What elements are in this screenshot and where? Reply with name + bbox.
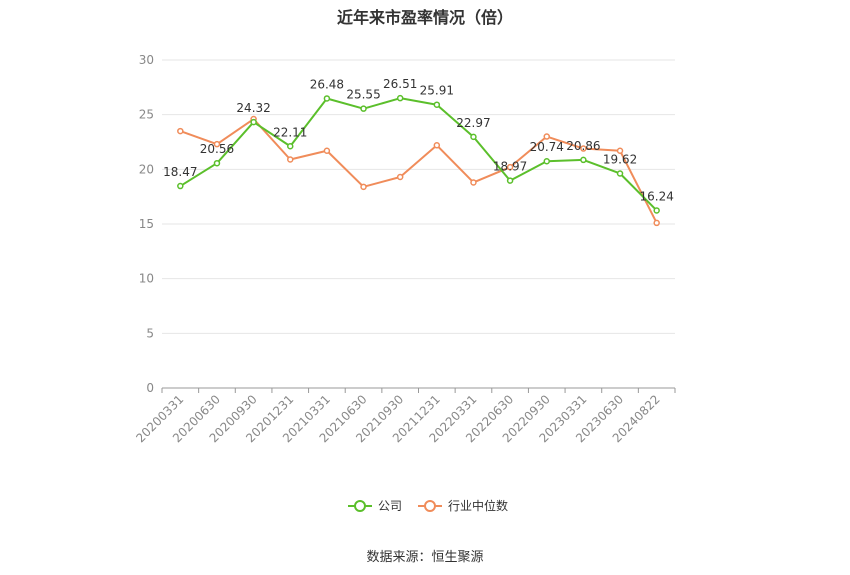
legend-label: 公司 bbox=[378, 499, 402, 513]
series-line bbox=[179, 118, 658, 224]
data-point bbox=[580, 156, 587, 164]
data-point bbox=[616, 170, 624, 177]
data-point bbox=[433, 101, 441, 108]
legend-label: 行业中位数 bbox=[448, 498, 508, 513]
data-label: 22.97 bbox=[456, 116, 490, 130]
data-label: 18.97 bbox=[493, 160, 527, 174]
data-label: 26.51 bbox=[383, 77, 417, 91]
y-tick-label: 30 bbox=[139, 53, 154, 67]
data-point bbox=[616, 147, 624, 154]
data-label: 20.86 bbox=[566, 139, 600, 153]
y-tick-label: 10 bbox=[139, 272, 154, 286]
y-tick-label: 25 bbox=[139, 108, 154, 122]
data-point bbox=[250, 118, 257, 126]
data-point bbox=[506, 177, 514, 184]
data-point bbox=[506, 163, 514, 171]
data-point bbox=[177, 182, 184, 190]
y-tick-label: 15 bbox=[139, 217, 154, 231]
data-point bbox=[470, 133, 477, 141]
data-label: 18.47 bbox=[163, 165, 197, 179]
series-line bbox=[179, 97, 658, 212]
legend-marker bbox=[424, 500, 436, 512]
data-label: 25.91 bbox=[420, 84, 454, 98]
data-point bbox=[433, 142, 441, 149]
data-point bbox=[213, 159, 221, 167]
data-label: 24.32 bbox=[236, 101, 270, 115]
y-tick-label: 5 bbox=[146, 326, 154, 340]
data-label: 22.11 bbox=[273, 125, 307, 139]
data-point bbox=[580, 145, 587, 152]
data-point bbox=[543, 133, 550, 140]
data-source: 数据来源：恒生聚源 bbox=[366, 550, 484, 565]
data-point bbox=[287, 143, 294, 150]
data-point bbox=[323, 147, 331, 154]
data-point bbox=[360, 105, 367, 112]
data-point bbox=[653, 219, 660, 227]
data-label: 19.62 bbox=[603, 152, 637, 166]
data-label: 26.48 bbox=[310, 77, 344, 91]
data-label: 16.24 bbox=[639, 189, 673, 203]
data-point bbox=[653, 207, 660, 214]
data-point bbox=[396, 173, 404, 181]
data-label: 20.56 bbox=[200, 142, 234, 156]
legend-marker bbox=[354, 500, 366, 512]
y-tick-label: 0 bbox=[146, 381, 154, 395]
data-label: 25.55 bbox=[346, 88, 380, 102]
data-point bbox=[323, 95, 331, 102]
data-point bbox=[543, 157, 550, 165]
data-point bbox=[287, 156, 294, 163]
data-point bbox=[360, 183, 367, 191]
data-point bbox=[177, 127, 184, 135]
data-point bbox=[213, 140, 221, 148]
y-tick-label: 20 bbox=[139, 162, 154, 176]
data-label: 20.74 bbox=[530, 140, 564, 154]
chart-title: 近年来市盈率情况（倍） bbox=[336, 8, 513, 27]
data-point bbox=[470, 179, 477, 186]
data-point bbox=[396, 94, 404, 102]
